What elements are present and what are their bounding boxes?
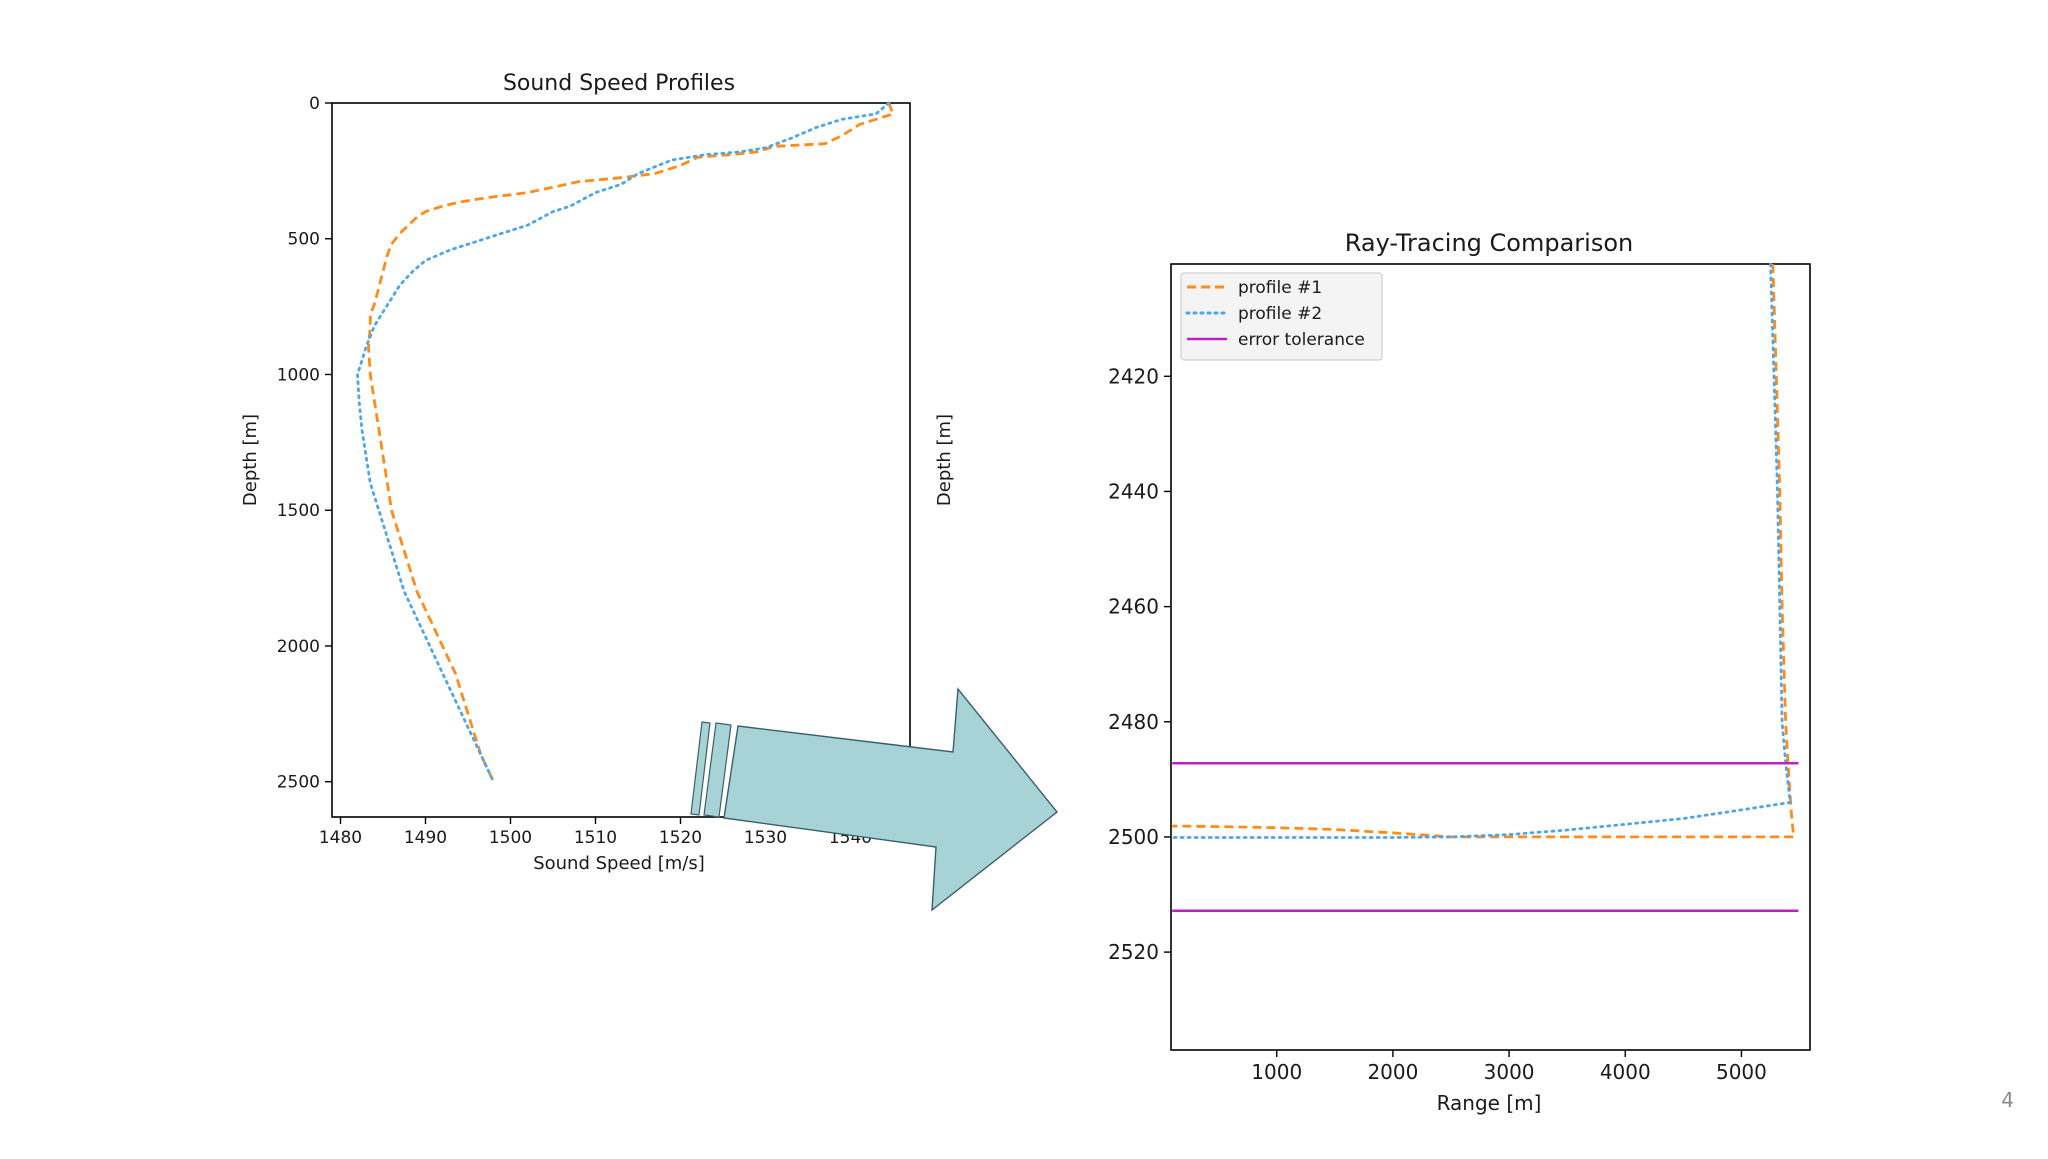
x-axis-ticks: 1000 2000 3000 4000 5000 bbox=[1251, 1050, 1767, 1084]
y-tick-label: 2500 bbox=[277, 773, 320, 793]
y-tick-label: 2480 bbox=[1108, 710, 1159, 734]
x-tick-label: 1500 bbox=[489, 828, 532, 848]
y-tick-label: 1500 bbox=[277, 501, 320, 521]
y-axis-label: Depth [m] bbox=[934, 414, 955, 506]
arrow-body bbox=[723, 687, 1058, 912]
y-tick-label: 2460 bbox=[1108, 595, 1159, 619]
y-axis-label: Depth [m] bbox=[240, 414, 261, 506]
page-number: 4 bbox=[2001, 1088, 2014, 1112]
y-tick-label: 1000 bbox=[277, 365, 320, 385]
x-tick-label: 1480 bbox=[319, 828, 362, 848]
ray-tracing-chart: Ray-Tracing Comparison 1000 2000 3000 4000 5… bbox=[1108, 229, 1811, 1115]
y-tick-label: 2520 bbox=[1108, 940, 1159, 964]
x-tick-label: 2000 bbox=[1367, 1060, 1418, 1084]
x-tick-label: 1510 bbox=[574, 828, 617, 848]
x-tick-label: 5000 bbox=[1716, 1060, 1767, 1084]
series-line-profile-1 bbox=[1172, 263, 1796, 839]
y-tick-label: 2440 bbox=[1108, 479, 1159, 503]
x-tick-label: 1520 bbox=[659, 828, 702, 848]
sound-speed-chart: Sound Speed Profiles 1480 1490 1500 1510 152… bbox=[240, 71, 911, 874]
x-tick-label: 4000 bbox=[1600, 1060, 1651, 1084]
series-line-profile-2 bbox=[356, 101, 891, 784]
series-line-profile-1 bbox=[367, 102, 895, 783]
legend-entry-profile-2: profile #2 bbox=[1185, 304, 1322, 324]
legend-entry-error-tolerance: error tolerance bbox=[1187, 330, 1365, 350]
x-tick-label: 1490 bbox=[404, 828, 447, 848]
plot-area-frame bbox=[331, 102, 911, 818]
legend-label: profile #2 bbox=[1238, 304, 1322, 324]
y-tick-label: 2500 bbox=[1108, 825, 1159, 849]
y-tick-label: 0 bbox=[309, 94, 320, 114]
y-tick-label: 2420 bbox=[1108, 364, 1159, 388]
x-tick-label: 1530 bbox=[744, 828, 787, 848]
series-line-profile-2 bbox=[1170, 262, 1792, 839]
x-axis-label: Sound Speed [m/s] bbox=[533, 853, 705, 874]
chart-title: Sound Speed Profiles bbox=[503, 71, 735, 96]
legend-label: error tolerance bbox=[1238, 330, 1365, 350]
x-tick-label: 3000 bbox=[1484, 1060, 1535, 1084]
series-lines bbox=[356, 101, 895, 784]
y-axis-ticks: 0 500 1000 1500 2000 2500 bbox=[277, 94, 332, 793]
legend-entry-profile-1: profile #1 bbox=[1187, 278, 1322, 298]
chart-title: Ray-Tracing Comparison bbox=[1345, 229, 1633, 257]
y-tick-label: 2000 bbox=[277, 637, 320, 657]
arrow-stripe bbox=[703, 722, 732, 818]
y-axis-ticks: 2420 2440 2460 2480 2500 2520 bbox=[1108, 364, 1171, 964]
plot-area-frame bbox=[1170, 263, 1811, 1051]
x-tick-label: 1000 bbox=[1251, 1060, 1302, 1084]
series-lines bbox=[1170, 262, 1799, 912]
arrow-graphic bbox=[690, 687, 1058, 912]
arrow-stripe bbox=[690, 721, 711, 816]
y-tick-label: 500 bbox=[288, 230, 320, 250]
legend: profile #1 profile #2 error tolerance bbox=[1180, 272, 1383, 361]
legend-label: profile #1 bbox=[1238, 278, 1322, 298]
legend-box bbox=[1180, 272, 1383, 361]
x-axis-label: Range [m] bbox=[1437, 1091, 1542, 1115]
